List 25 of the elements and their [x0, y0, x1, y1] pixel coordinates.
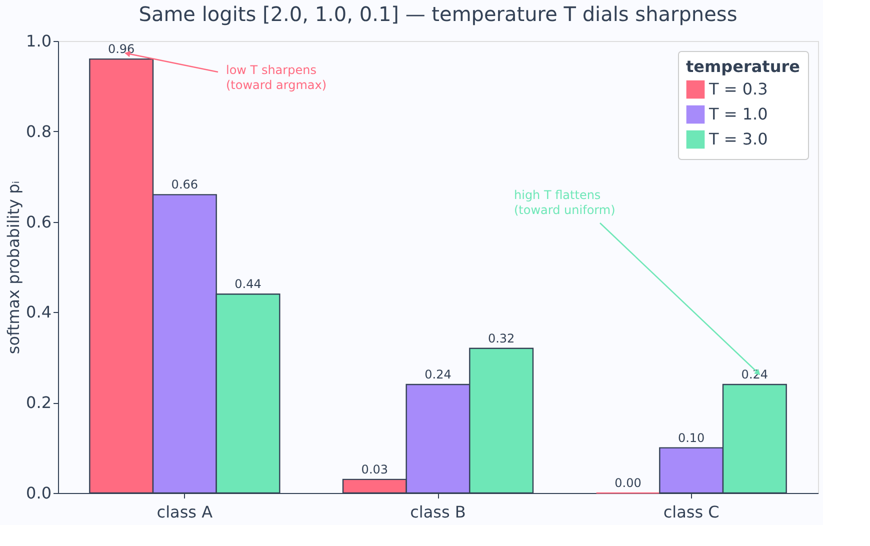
legend-title: temperature — [686, 57, 800, 76]
y-tick-label: 0.6 — [26, 212, 52, 232]
x-tick-label: class C — [663, 502, 720, 522]
data-label: 0.32 — [488, 331, 515, 346]
data-label: 0.10 — [678, 430, 705, 445]
data-label: 0.03 — [361, 462, 388, 476]
y-tick-label: 0.2 — [26, 393, 52, 412]
data-label: 0.24 — [424, 368, 452, 382]
y-tick-label: 1.0 — [26, 32, 52, 50]
y-tick-label: 0.4 — [26, 302, 52, 322]
legend-label: T = 1.0 — [708, 104, 768, 124]
data-label: 0.96 — [108, 42, 135, 56]
annotation: low T sharpens (toward argmax) — [226, 63, 327, 92]
y-tick-label: 0.8 — [26, 122, 52, 141]
data-label: 0.66 — [171, 178, 198, 192]
chart-title: Same logits [2.0, 1.0, 0.1] — temperature T dials sharpness — [138, 2, 738, 26]
annotation: high T flattens (toward uniform) — [514, 188, 616, 217]
y-tick-label: 0.0 — [26, 484, 52, 502]
legend-label: T = 3.0 — [708, 130, 768, 148]
x-tick-label: class A — [156, 502, 213, 522]
y-axis-title: softmax probability pᵢ — [4, 180, 24, 354]
x-tick-label: class B — [410, 502, 466, 522]
data-label: 0.44 — [234, 277, 262, 292]
data-label: 0.00 — [614, 476, 642, 490]
legend-label: T = 0.3 — [708, 80, 768, 98]
